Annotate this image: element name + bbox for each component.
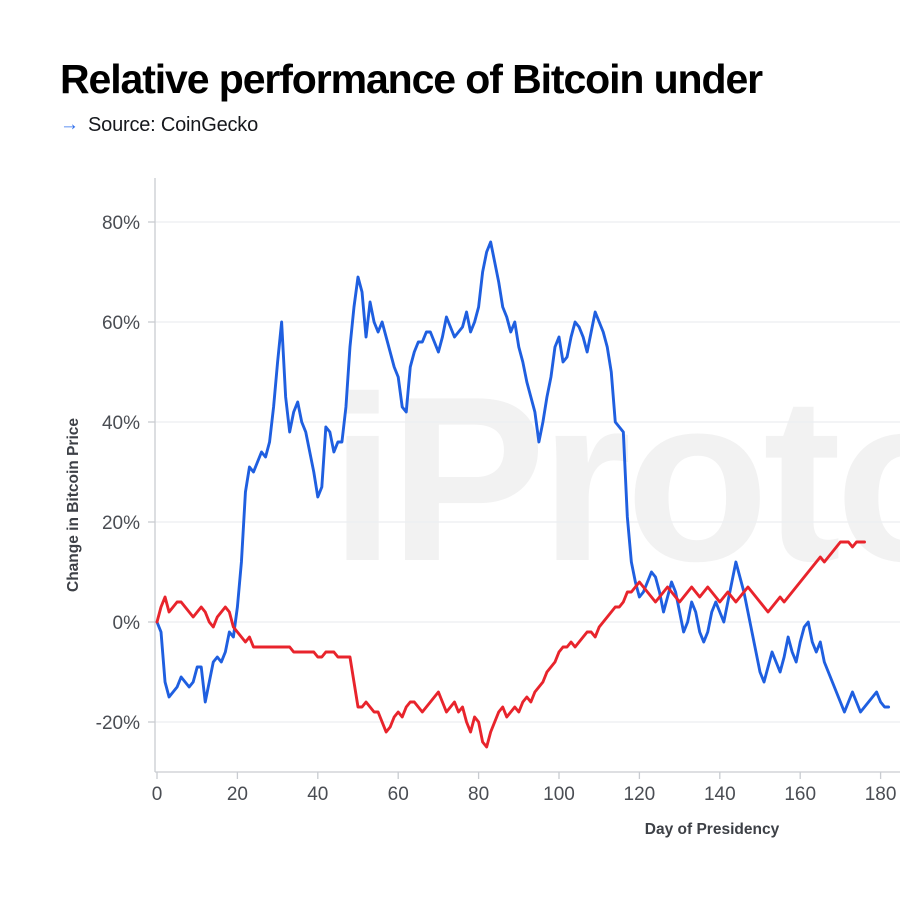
x-tick-label: 160 [784, 784, 816, 805]
chart-header: Relative performance of Bitcoin under → … [60, 56, 900, 137]
y-axis-title: Change in Bitcoin Price [65, 418, 82, 592]
source-label: Source: CoinGecko [88, 114, 259, 137]
arrow-right-icon: → [60, 114, 79, 136]
watermark-label: iProto [330, 347, 900, 610]
source-row: → Source: CoinGecko [60, 114, 900, 137]
y-tick-label: 20% [102, 513, 140, 534]
y-tick-label: 80% [102, 213, 140, 234]
y-tick-label: 60% [102, 313, 140, 334]
x-tick-label: 120 [624, 784, 656, 805]
x-axis-ticks-group: 0 20 40 60 80 100 120 140 160 180 [152, 772, 897, 805]
x-tick-label: 140 [704, 784, 736, 805]
page-title: Relative performance of Bitcoin under [60, 56, 763, 102]
x-tick-label: 80 [468, 784, 489, 805]
x-tick-label: 180 [865, 784, 897, 805]
gridlines-group [155, 221, 900, 723]
y-tick-label: 40% [102, 413, 140, 434]
watermark: iProto [330, 347, 900, 610]
y-tick-label: -20% [96, 713, 140, 734]
y-tick-label: 0% [113, 613, 141, 634]
x-tick-label: 60 [388, 784, 409, 805]
x-axis-title: Day of Presidency [645, 821, 780, 838]
x-tick-label: 100 [543, 784, 575, 805]
series-line-red [155, 540, 866, 749]
series-group [155, 240, 891, 749]
y-axis-ticks-group: -20% 0% 20% 40% 60% 80% [96, 213, 155, 734]
x-tick-label: 20 [227, 784, 248, 805]
x-tick-label: 0 [152, 784, 163, 805]
series-line-blue [155, 240, 891, 714]
x-tick-label: 40 [307, 784, 328, 805]
